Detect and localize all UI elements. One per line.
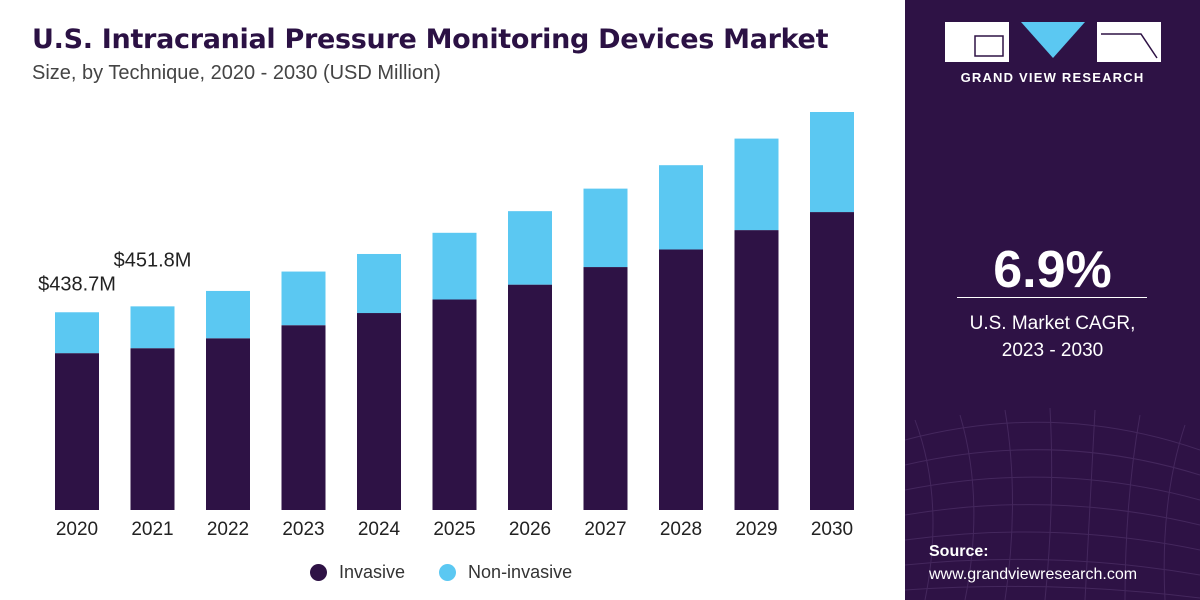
cagr-label-line1: U.S. Market CAGR,	[969, 313, 1136, 334]
sidebar-panel: GRAND VIEW RESEARCH 6.9% U.S. Market CAG…	[905, 0, 1200, 600]
bar-2021-invasive	[130, 348, 175, 510]
x-tick-label: 2026	[509, 519, 551, 540]
x-tick-label: 2021	[131, 519, 173, 540]
bar-2023-non-invasive	[281, 271, 326, 326]
bar-2020-invasive	[55, 353, 99, 510]
legend-swatch-invasive	[310, 564, 327, 581]
bar-2023-invasive	[281, 325, 326, 510]
bar-2026-invasive	[508, 284, 552, 510]
bar-2029-non-invasive	[734, 138, 779, 231]
bar-2024-non-invasive	[357, 253, 401, 314]
chart-title: U.S. Intracranial Pressure Monitoring De…	[32, 24, 829, 55]
bar-2022-non-invasive	[206, 290, 250, 339]
bar-2027-non-invasive	[583, 188, 628, 268]
x-tick-label: 2020	[56, 519, 98, 540]
data-label: $438.7M	[38, 273, 116, 295]
source-link[interactable]: www.grandviewresearch.com	[929, 566, 1138, 583]
legend: Invasive Non-invasive	[310, 562, 606, 583]
cagr-divider	[957, 297, 1147, 298]
x-tick-label: 2027	[584, 519, 626, 540]
legend-item-invasive: Invasive	[310, 562, 405, 583]
cagr-label: U.S. Market CAGR, 2023 - 2030	[905, 310, 1200, 364]
x-tick-label: 2022	[207, 519, 249, 540]
grid-decoration	[905, 407, 1200, 600]
bar-2020-non-invasive	[55, 312, 99, 354]
bar-2024-invasive	[357, 313, 401, 510]
stacked-bar-chart: 2020 2021 2022 2023 2024 2025 2026 2027 2028 2029…	[38, 112, 854, 540]
chart-subtitle: Size, by Technique, 2020 - 2030 (USD Mil…	[32, 62, 441, 84]
legend-label-invasive: Invasive	[339, 562, 406, 582]
grand-view-research-logo	[945, 22, 1161, 62]
legend-label-non-invasive: Non-invasive	[468, 562, 573, 582]
bar-2022-invasive	[206, 338, 250, 510]
cagr-value: 6.9%	[993, 241, 1112, 299]
bar-2028-non-invasive	[659, 165, 703, 250]
bar-2030-invasive	[810, 212, 854, 510]
cagr-label-line2: 2023 - 2030	[1001, 340, 1104, 361]
x-tick-label: 2025	[433, 519, 475, 540]
x-tick-label: 2024	[358, 519, 401, 540]
bar-2021-non-invasive	[130, 306, 175, 349]
bar-2025-non-invasive	[432, 232, 477, 300]
bar-2030-non-invasive	[810, 112, 854, 213]
bar-2026-non-invasive	[508, 211, 552, 285]
bar-2025-invasive	[432, 299, 477, 510]
brand-name: GRAND VIEW RESEARCH	[960, 70, 1145, 85]
bar-2028-invasive	[659, 249, 703, 510]
legend-item-non-invasive: Non-invasive	[439, 562, 572, 583]
source-title: Source:	[929, 543, 989, 560]
bar-2029-invasive	[734, 230, 779, 510]
x-tick-label: 2030	[811, 519, 853, 540]
x-tick-label: 2029	[735, 519, 777, 540]
chart-panel: 2020 2021 2022 2023 2024 2025 2026 2027 2028 2029…	[32, 24, 854, 583]
legend-swatch-non-invasive	[439, 564, 457, 581]
bar-2027-invasive	[583, 267, 628, 510]
x-tick-label: 2028	[660, 519, 702, 540]
data-label: $451.8M	[114, 249, 192, 271]
x-tick-label: 2023	[282, 519, 324, 540]
